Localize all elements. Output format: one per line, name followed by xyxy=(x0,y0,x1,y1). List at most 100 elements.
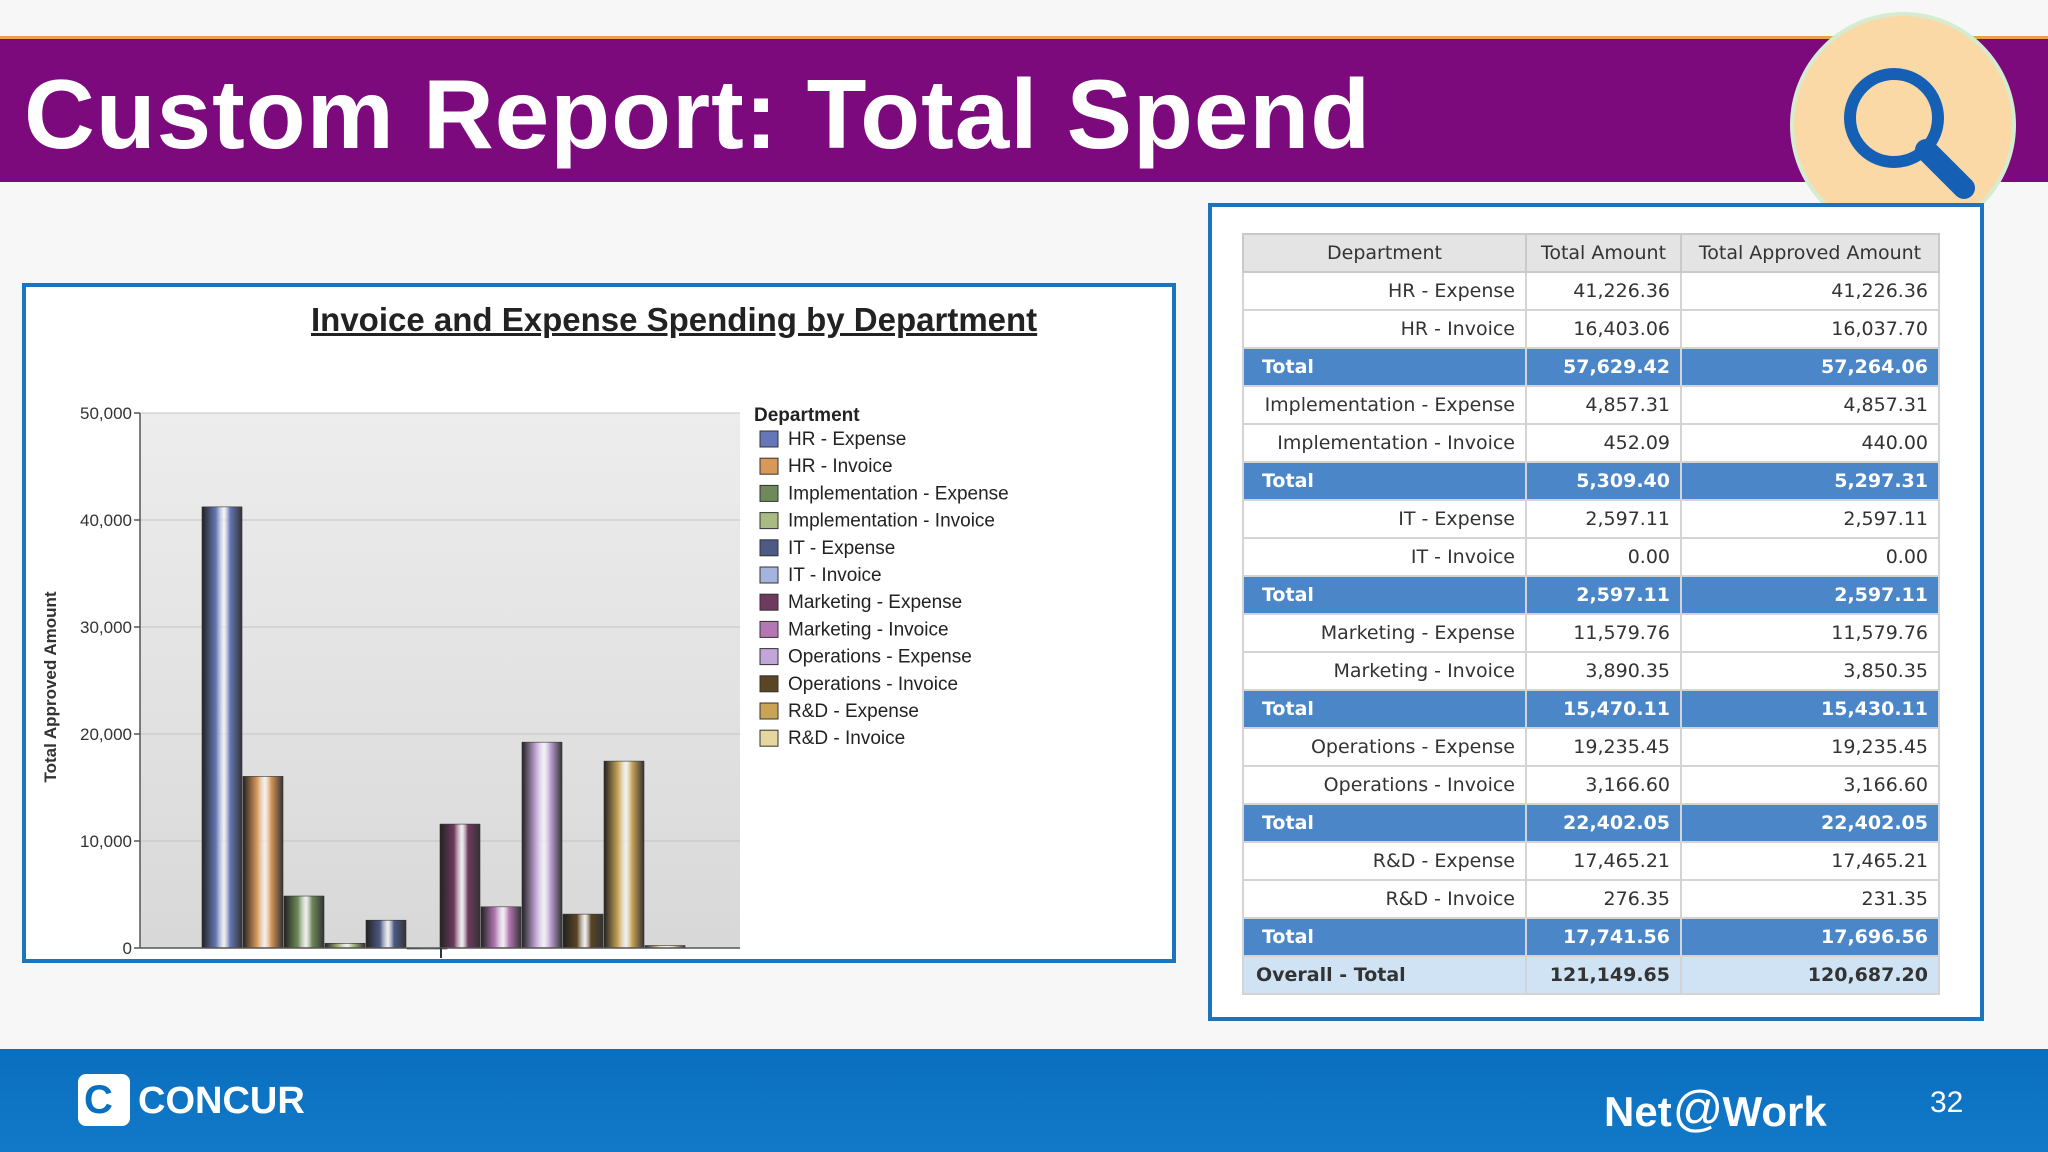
table-cell-dept: IT - Invoice xyxy=(1242,537,1527,577)
title-bar xyxy=(0,39,2048,182)
legend-swatch xyxy=(759,484,779,502)
y-tick-label: 40,000 xyxy=(80,511,132,530)
y-tick-label: 10,000 xyxy=(80,832,132,851)
y-tick-label: 20,000 xyxy=(80,725,132,744)
bar[interactable] xyxy=(521,741,563,949)
table-cell-total: 3,890.35 xyxy=(1525,651,1682,691)
column-header-department[interactable]: Department xyxy=(1242,233,1527,273)
legend-title: Department xyxy=(754,405,860,426)
table-cell-approved: 4,857.31 xyxy=(1680,385,1940,425)
legend-swatch xyxy=(759,512,779,530)
table-cell-dept: Marketing - Invoice xyxy=(1242,651,1527,691)
table-cell-dept: Marketing - Expense xyxy=(1242,613,1527,653)
table-cell-dept: Operations - Expense xyxy=(1242,727,1527,767)
column-header-total-amount[interactable]: Total Amount xyxy=(1525,233,1682,273)
chart-panel: Invoice and Expense Spending by Departme… xyxy=(22,283,1176,963)
brand-prefix: Net xyxy=(1604,1088,1672,1135)
legend-swatch xyxy=(759,729,779,747)
table-cell-total: 121,149.65 xyxy=(1525,955,1682,995)
table-cell-approved: 231.35 xyxy=(1680,879,1940,919)
subtotal-row: Total 5,309.40 5,297.31 xyxy=(1242,461,1940,501)
bar[interactable] xyxy=(201,506,243,949)
table-cell-dept: Implementation - Expense xyxy=(1242,385,1527,425)
table-cell-approved: 0.00 xyxy=(1680,537,1940,577)
legend-label: Implementation - Expense xyxy=(788,483,1009,504)
y-tick-label: 30,000 xyxy=(80,618,132,637)
legend-swatch xyxy=(759,539,779,557)
slide-title: Custom Report: Total Spend xyxy=(24,59,1372,169)
table-cell-approved: 120,687.20 xyxy=(1680,955,1940,995)
y-tick-label: 0 xyxy=(123,939,132,958)
bar[interactable] xyxy=(562,913,604,949)
legend-swatch xyxy=(759,620,779,638)
table-cell-dept: Total xyxy=(1242,347,1527,387)
table-cell-total: 3,166.60 xyxy=(1525,765,1682,805)
legend-label: R&D - Invoice xyxy=(788,728,905,749)
concur-logo-text: CONCUR xyxy=(138,1080,305,1122)
table-cell-approved: 57,264.06 xyxy=(1680,347,1940,387)
legend-swatch xyxy=(759,675,779,693)
table-cell-approved: 17,696.56 xyxy=(1680,917,1940,957)
subtotal-row: Total 2,597.11 2,597.11 xyxy=(1242,575,1940,615)
table-cell-dept: Total xyxy=(1242,689,1527,729)
y-axis-label: Total Approved Amount xyxy=(41,591,60,782)
table-cell-approved: 11,579.76 xyxy=(1680,613,1940,653)
column-header-total-approved-amount[interactable]: Total Approved Amount xyxy=(1680,233,1940,273)
legend-swatch xyxy=(759,430,779,448)
table-cell-dept: HR - Expense xyxy=(1242,271,1527,311)
legend-label: HR - Expense xyxy=(788,429,906,450)
table-row: Marketing - Expense 11,579.76 11,579.76 xyxy=(1242,613,1940,653)
table-row: HR - Invoice 16,403.06 16,037.70 xyxy=(1242,309,1940,349)
footer-bar xyxy=(0,1049,2048,1152)
legend-swatch xyxy=(759,593,779,611)
bar[interactable] xyxy=(603,760,645,949)
concur-logo-icon: C xyxy=(78,1074,130,1126)
table-cell-dept: IT - Expense xyxy=(1242,499,1527,539)
legend-swatch xyxy=(759,702,779,720)
table-cell-approved: 15,430.11 xyxy=(1680,689,1940,729)
subtotal-row: Total 57,629.42 57,264.06 xyxy=(1242,347,1940,387)
table-cell-dept: Total xyxy=(1242,803,1527,843)
bar[interactable] xyxy=(242,776,284,949)
brand-at: @ xyxy=(1671,1081,1723,1137)
legend-label: IT - Expense xyxy=(788,538,895,559)
table-cell-approved: 41,226.36 xyxy=(1680,271,1940,311)
legend-label: Operations - Invoice xyxy=(788,674,958,695)
legend-swatch xyxy=(759,648,779,666)
table-cell-approved: 2,597.11 xyxy=(1680,499,1940,539)
table-cell-approved: 3,166.60 xyxy=(1680,765,1940,805)
brand-suffix: Work xyxy=(1722,1088,1827,1135)
bar[interactable] xyxy=(439,823,481,949)
chart-title: Invoice and Expense Spending by Departme… xyxy=(311,301,1038,338)
table-cell-total: 4,857.31 xyxy=(1525,385,1682,425)
table-cell-approved: 16,037.70 xyxy=(1680,309,1940,349)
table-cell-dept: R&D - Invoice xyxy=(1242,879,1527,919)
bar[interactable] xyxy=(283,895,325,949)
search-icon xyxy=(1844,68,1975,199)
table-cell-total: 17,741.56 xyxy=(1525,917,1682,957)
table-cell-total: 11,579.76 xyxy=(1525,613,1682,653)
table-cell-dept: Total xyxy=(1242,917,1527,957)
search-badge xyxy=(1790,12,2016,238)
table-row: Operations - Invoice 3,166.60 3,166.60 xyxy=(1242,765,1940,805)
legend-label: Operations - Expense xyxy=(788,647,972,668)
table-cell-total: 17,465.21 xyxy=(1525,841,1682,881)
table-row: R&D - Invoice 276.35 231.35 xyxy=(1242,879,1940,919)
bar[interactable] xyxy=(480,906,522,949)
legend-swatch xyxy=(759,566,779,584)
table-cell-dept: Total xyxy=(1242,461,1527,501)
bar[interactable] xyxy=(365,919,407,949)
table-cell-total: 276.35 xyxy=(1525,879,1682,919)
table-cell-approved: 19,235.45 xyxy=(1680,727,1940,767)
table-row: Implementation - Invoice 452.09 440.00 xyxy=(1242,423,1940,463)
table-cell-total: 19,235.45 xyxy=(1525,727,1682,767)
legend-label: HR - Invoice xyxy=(788,456,893,477)
page-number: 32 xyxy=(1930,1086,1964,1119)
table-cell-dept: HR - Invoice xyxy=(1242,309,1527,349)
table-cell-dept: Overall - Total xyxy=(1242,955,1527,995)
legend-label: Marketing - Expense xyxy=(788,592,962,613)
table-row: IT - Expense 2,597.11 2,597.11 xyxy=(1242,499,1940,539)
table-row: IT - Invoice 0.00 0.00 xyxy=(1242,537,1940,577)
table-row: Marketing - Invoice 3,890.35 3,850.35 xyxy=(1242,651,1940,691)
table-cell-approved: 22,402.05 xyxy=(1680,803,1940,843)
